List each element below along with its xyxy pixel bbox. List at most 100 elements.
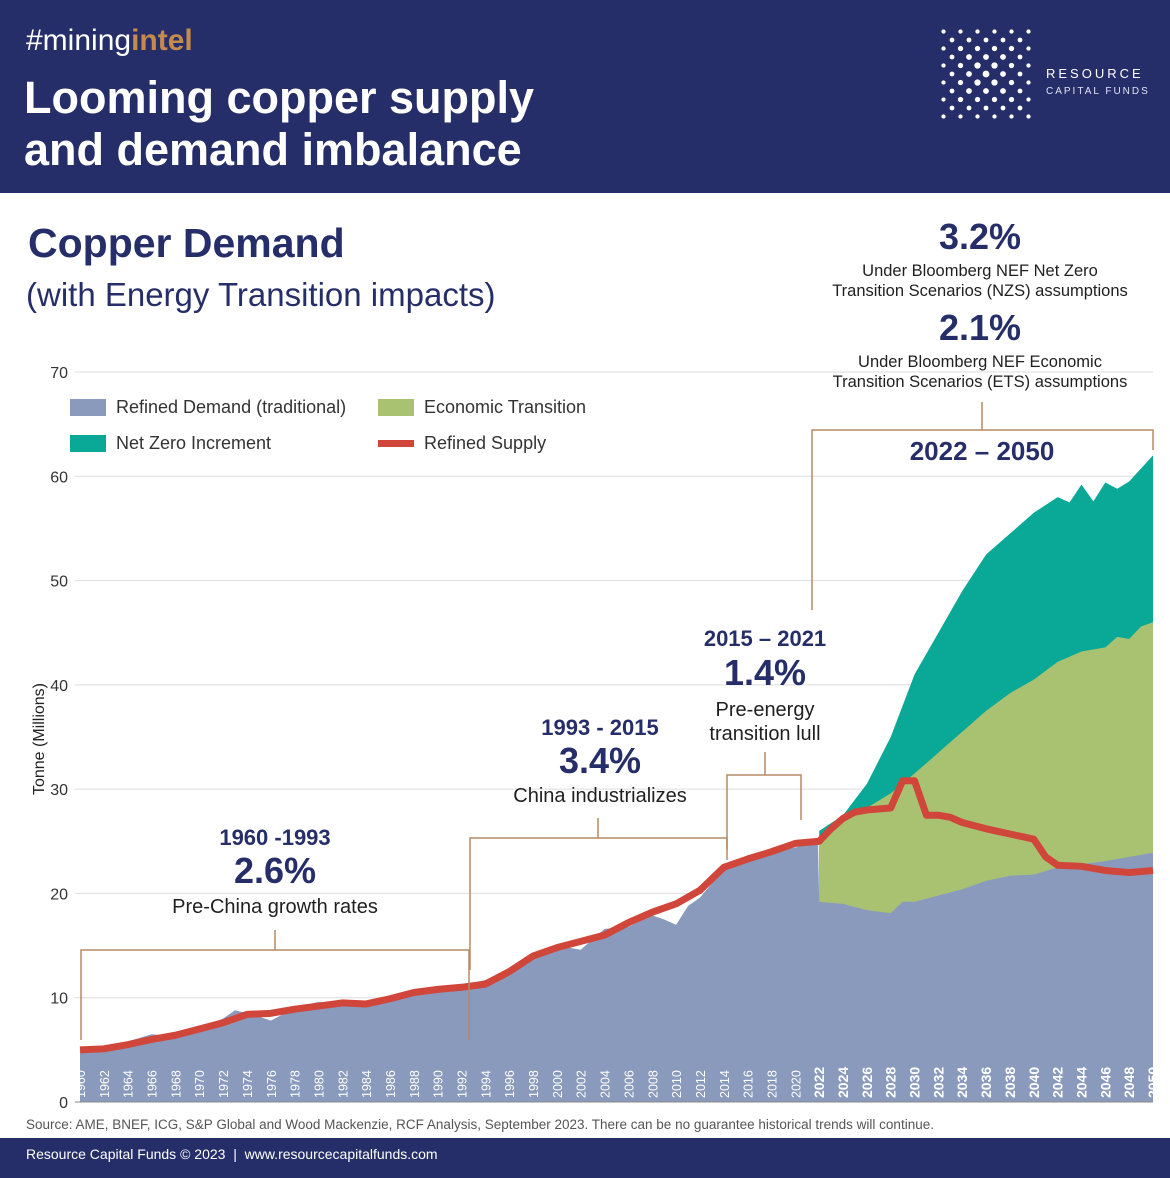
p3-text: Pre-energy transition lull [665, 698, 865, 746]
period-1993-2015: 1993 - 2015 [541, 715, 659, 740]
x-tick-label: 2020 [789, 1070, 803, 1098]
x-tick-label: 2036 [978, 1067, 994, 1098]
logo-dot [949, 37, 955, 43]
line-refined-supply [79, 777, 1154, 1054]
x-tick-label: 1960 [74, 1070, 88, 1098]
source-note: Source: AME, BNEF, ICG, S&P Global and W… [26, 1117, 934, 1132]
x-tick-label: 1986 [384, 1070, 398, 1098]
logo-dot [1000, 37, 1006, 43]
logo-dot [941, 80, 946, 85]
x-tick-label: 1998 [527, 1070, 541, 1098]
logo-dot [975, 29, 980, 34]
y-tick-label: 70 [50, 365, 68, 382]
x-tick-label: 2048 [1121, 1067, 1137, 1098]
logo-dot [1009, 29, 1014, 34]
logo-dot [1017, 37, 1023, 43]
x-tick-label: 1966 [146, 1070, 160, 1098]
x-tick-label: 2014 [718, 1070, 732, 1098]
legend-item-economic: Economic Transition [378, 397, 586, 418]
x-tick-label: 2040 [1026, 1067, 1042, 1098]
x-tick-label: 1994 [479, 1070, 493, 1098]
logo-dot [1000, 71, 1006, 77]
logo-dot [1008, 45, 1015, 52]
ets-text-1: Under Bloomberg NEF Economic [858, 353, 1102, 371]
x-tick-label: 2008 [646, 1070, 660, 1098]
legend-label: Net Zero Increment [116, 433, 272, 453]
p1-pct: 2.6% [233, 850, 317, 891]
x-tick-label: 1964 [122, 1070, 136, 1098]
x-tick-label: 2032 [930, 1067, 946, 1098]
x-tick-label: 1970 [193, 1070, 207, 1098]
x-tick-label: 2046 [1097, 1067, 1113, 1098]
y-tick-label: 30 [50, 782, 68, 799]
logo-dot [949, 88, 955, 94]
logo-dot [1000, 54, 1006, 60]
logo-dot [966, 88, 972, 94]
logo-dot [1009, 114, 1014, 119]
legend-item-netzero: Net Zero Increment [70, 433, 271, 454]
y-axis-label: Tonne (Millions) [31, 682, 48, 796]
x-tick-label: 1988 [408, 1070, 422, 1098]
x-tick-label: 1968 [169, 1070, 183, 1098]
x-tick-label: 2034 [954, 1067, 970, 1098]
y-tick-label: 40 [50, 678, 68, 695]
x-tick-label: 1972 [217, 1070, 231, 1098]
y-tick-label: 50 [50, 574, 68, 591]
footer: Resource Capital Funds © 2023 | www.reso… [0, 1138, 1170, 1178]
logo-dot [974, 96, 981, 103]
logo-dot [974, 62, 981, 69]
logo-dot [1008, 96, 1015, 103]
ets-text-2: Transition Scenarios (ETS) assumptions [832, 373, 1128, 391]
legend-swatch [70, 435, 106, 452]
x-tick-label: 1980 [312, 1070, 326, 1098]
bracket-2022-2050 [811, 402, 1154, 610]
logo-dot [958, 29, 963, 34]
logo-dot [957, 79, 964, 86]
logo-dot [992, 114, 997, 119]
logo-dot [941, 97, 946, 102]
legend-item-supply: Refined Supply [378, 433, 546, 454]
p3-text-1: Pre-energy [715, 699, 815, 721]
x-tick-label: 2000 [551, 1070, 565, 1098]
legend-swatch [378, 440, 414, 447]
x-tick-label: 1982 [336, 1070, 350, 1098]
x-tick-label: 2042 [1050, 1067, 1066, 1098]
period-1960-1993: 1960 -1993 [219, 825, 331, 850]
logo-dot [982, 70, 990, 78]
bracket-1960-1993 [80, 930, 470, 1040]
chart-subtitle: (with Energy Transition impacts) [26, 276, 496, 313]
logo-dot [958, 114, 963, 119]
logo-dot [1026, 29, 1031, 34]
x-tick-label: 1974 [241, 1070, 255, 1098]
x-tick-label: 2016 [742, 1070, 756, 1098]
y-tick-label: 60 [50, 469, 68, 486]
x-tick-label: 1996 [503, 1070, 517, 1098]
logo-dot [1017, 71, 1023, 77]
footer-text: Resource Capital Funds © 2023 | www.reso… [26, 1146, 438, 1162]
x-tick-label: 1978 [289, 1070, 303, 1098]
x-tick-label: 2050 [1145, 1067, 1161, 1098]
x-tick-label: 2028 [883, 1067, 899, 1098]
logo-dot [966, 37, 972, 43]
logo-dot [941, 29, 946, 34]
logo-dot [974, 45, 981, 52]
legend-label: Economic Transition [424, 397, 587, 417]
logo-dot [991, 45, 998, 52]
x-tick-label: 1984 [360, 1070, 374, 1098]
p3-text-2: transition lull [709, 723, 821, 745]
x-tick-label: 2026 [859, 1067, 875, 1098]
y-tick-label: 0 [59, 1095, 68, 1112]
x-tick-label: 2006 [622, 1070, 636, 1098]
x-tick-label: 2004 [599, 1070, 613, 1098]
logo-dot [1017, 105, 1023, 111]
logo-dot [966, 105, 972, 111]
x-tick-label: 2018 [765, 1070, 779, 1098]
x-tick-label: 2044 [1073, 1067, 1089, 1098]
p3-pct: 1.4% [723, 652, 807, 693]
logo-dot [957, 96, 964, 103]
logo-dot [1026, 80, 1031, 85]
bracket-lines [80, 402, 1154, 1040]
x-tick-label: 2012 [694, 1070, 708, 1098]
logo-dot [957, 62, 964, 69]
logo-dot [949, 54, 955, 60]
